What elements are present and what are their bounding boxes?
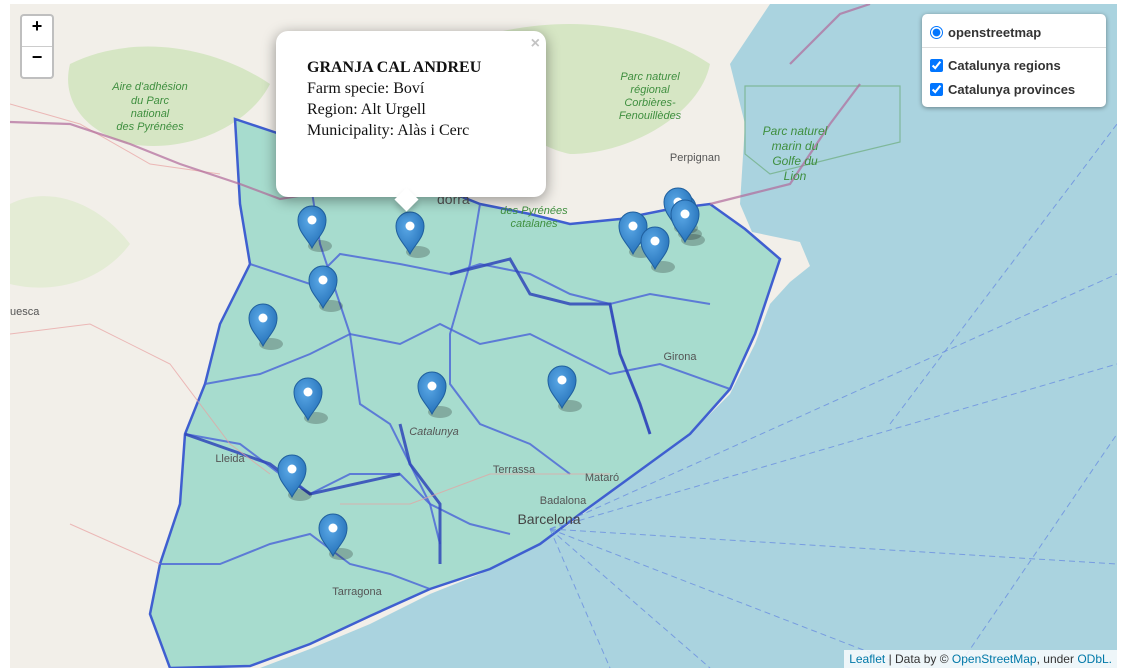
farm-marker-9[interactable] xyxy=(318,513,353,560)
zoom-out-button[interactable]: − xyxy=(22,46,52,77)
label-corbieres-2: régional xyxy=(630,84,670,96)
label-pyr-fr-3: national xyxy=(131,108,170,120)
zoom-in-button[interactable]: + xyxy=(31,16,43,36)
farm-marker-4[interactable] xyxy=(248,303,283,350)
farm-marker-11[interactable] xyxy=(640,226,675,273)
popup-species: Farm specie: Boví xyxy=(307,80,425,97)
layers-control: openstreetmap Catalunya regions Cataluny… xyxy=(922,14,1106,107)
farm-marker-2[interactable] xyxy=(395,211,430,258)
label-pyr-fr-4: des Pyrénées xyxy=(116,121,184,133)
farm-marker-5[interactable] xyxy=(293,377,328,424)
label-terrassa: Terrassa xyxy=(493,464,536,476)
label-pyr-cat-2: catalanes xyxy=(510,218,558,230)
label-barcelona: Barcelona xyxy=(517,511,580,527)
map-canvas[interactable]: Aire d'adhésion du Parc national des Pyr… xyxy=(10,4,1117,668)
leaflet-link[interactable]: Leaflet xyxy=(849,652,886,666)
label-pyr-fr-2: du Parc xyxy=(131,95,169,107)
label-catalunya: Catalunya xyxy=(409,426,459,438)
farm-marker-1[interactable] xyxy=(297,205,332,252)
base-layer-radio[interactable] xyxy=(930,25,943,39)
layer-option-osm[interactable]: openstreetmap xyxy=(930,20,1098,44)
layer-option-regions[interactable]: Catalunya regions xyxy=(930,53,1098,77)
popup-content: GRANJA CAL ANDREU Farm specie: Boví Regi… xyxy=(276,31,546,141)
label-girona: Girona xyxy=(663,351,697,363)
catalunya-region xyxy=(148,117,782,668)
attribution-sep: | Data by © xyxy=(885,652,952,666)
osm-link[interactable]: OpenStreetMap xyxy=(951,652,1037,666)
regions-checkbox[interactable] xyxy=(930,58,943,72)
label-tarragona: Tarragona xyxy=(332,586,382,598)
label-perpignan: Perpignan xyxy=(670,152,720,164)
farm-marker-8[interactable] xyxy=(277,454,312,501)
label-corbieres-3: Corbières- xyxy=(624,97,676,109)
popup-region: Region: Alt Urgell xyxy=(307,101,426,118)
label-lleida: Lleida xyxy=(215,453,245,465)
label-corbieres-4: Fenouillèdes xyxy=(619,110,682,122)
popup-close-button[interactable]: × xyxy=(530,35,540,52)
layer-option-provinces[interactable]: Catalunya provinces xyxy=(930,77,1098,101)
label-golfe-3: Golfe du xyxy=(772,154,818,168)
label-huesca: uesca xyxy=(10,306,40,318)
label-mataro: Mataró xyxy=(585,472,619,484)
farm-popup: × GRANJA CAL ANDREU Farm specie: Boví Re… xyxy=(276,31,546,212)
popup-title: GRANJA CAL ANDREU xyxy=(307,59,482,76)
label-golfe-2: marin du xyxy=(772,139,819,153)
regions-label: Catalunya regions xyxy=(948,57,1061,73)
label-badalona: Badalona xyxy=(540,495,587,507)
label-pyr-cat-1: des Pyrénées xyxy=(500,205,568,217)
farm-marker-14[interactable] xyxy=(670,199,705,246)
provinces-label: Catalunya provinces xyxy=(948,81,1076,97)
odbl-link[interactable]: ODbL. xyxy=(1077,652,1112,666)
farm-marker-7[interactable] xyxy=(547,365,582,412)
label-golfe-4: Lion xyxy=(784,169,807,183)
markers-layer xyxy=(248,187,705,560)
label-pyr-fr-1: Aire d'adhésion xyxy=(111,81,188,93)
layers-separator xyxy=(922,47,1106,48)
attribution-mid: , under xyxy=(1036,652,1078,666)
provinces-checkbox[interactable] xyxy=(930,82,943,96)
zoom-control: + − xyxy=(20,14,54,79)
map-tiles: Aire d'adhésion du Parc national des Pyr… xyxy=(10,4,1117,668)
farm-marker-3[interactable] xyxy=(308,265,343,312)
label-golfe-1: Parc naturel xyxy=(763,124,828,138)
farm-marker-6[interactable] xyxy=(417,371,452,418)
base-layer-label: openstreetmap xyxy=(948,24,1042,40)
label-corbieres-1: Parc naturel xyxy=(620,71,680,83)
popup-municipality: Municipality: Alàs i Cerc xyxy=(307,122,470,139)
attribution: Leaflet | Data by © OpenStreetMap, under… xyxy=(844,650,1117,668)
